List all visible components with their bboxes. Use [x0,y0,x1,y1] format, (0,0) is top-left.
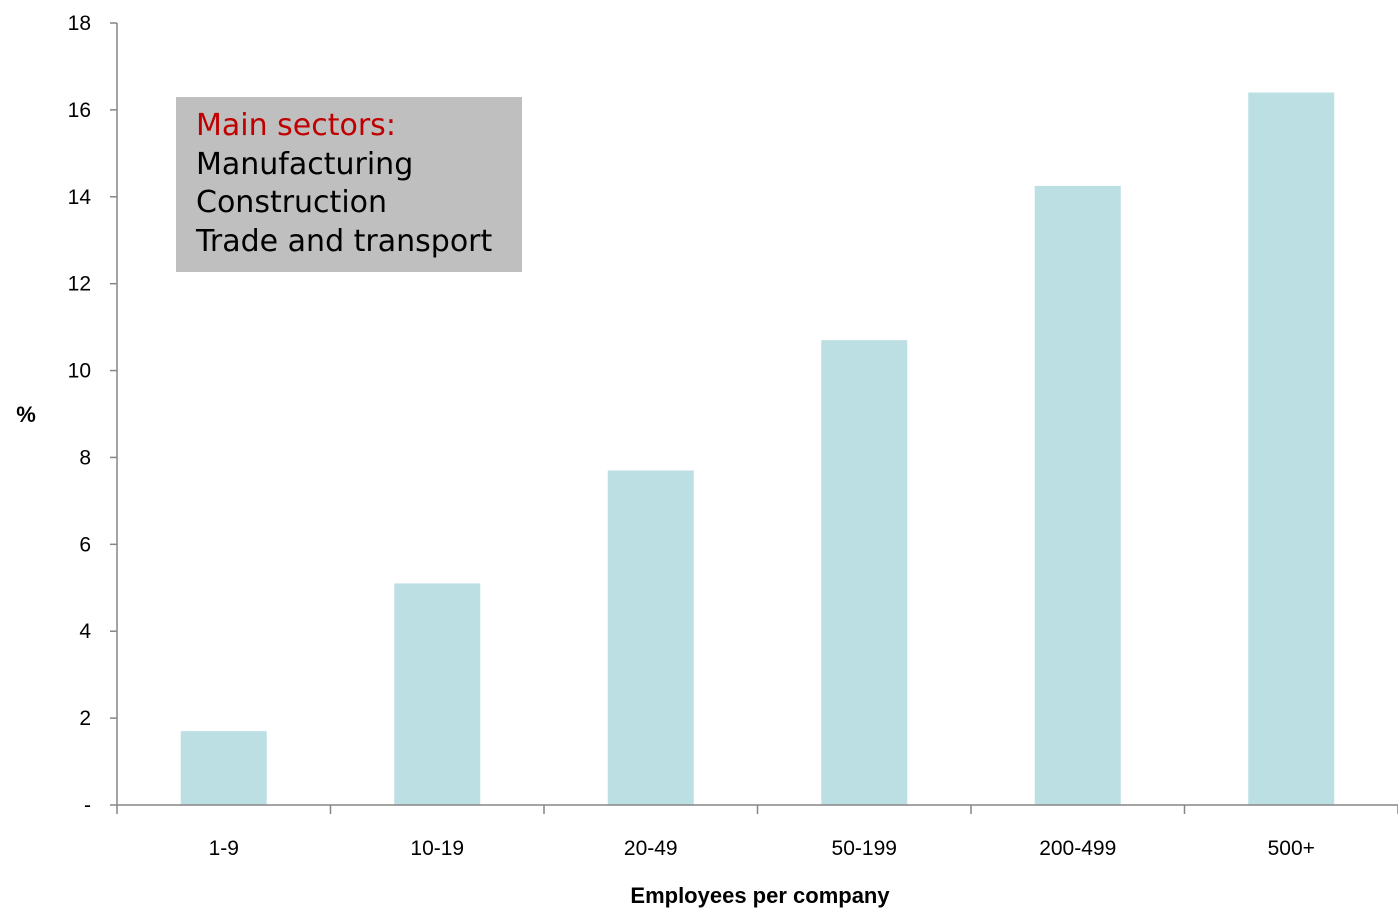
bar-200-499 [1034,185,1121,805]
x-ticks-group: 1-9 10-19 20-49 50-199 200-499 500+ [116,805,1398,860]
annotation-line-construction: Construction [196,185,388,220]
y-tick-label: 16 [68,99,91,122]
bar-10-19 [394,583,481,805]
x-tick-label: 500+ [1268,837,1315,860]
y-axis-title: % [16,402,36,427]
bar-500+ [1248,92,1335,805]
x-tick-label: 1-9 [209,837,239,860]
x-axis-title: Employees per company [630,883,890,908]
x-tick-label: 200-499 [1039,837,1116,860]
x-tick-label: 10-19 [410,837,464,860]
y-tick-label: 8 [79,446,91,469]
y-tick-label: 10 [68,360,91,383]
y-tick-label: 4 [79,620,91,643]
x-tick-label: 50-199 [832,837,897,860]
bar-1-9 [180,731,267,805]
x-tick-label: 20-49 [624,837,678,860]
y-tick-label: 12 [68,273,91,296]
annotation-heading: Main sectors: [196,108,396,143]
y-tick-label: 2 [79,707,91,730]
y-tick-label: 6 [79,533,91,556]
annotation-line-trade-transport: Trade and transport [196,223,493,259]
y-tick-label: - [84,794,91,817]
y-ticks-group: - 2 4 6 8 10 12 14 16 18 [68,12,117,817]
bars-group [180,92,1335,805]
y-tick-label: 14 [68,186,92,209]
sectors-annotation-box: Main sectors: Manufacturing Construction… [176,97,522,272]
annotation-line-manufacturing: Manufacturing [196,146,414,182]
y-tick-label: 18 [68,12,91,35]
bar-20-49 [607,470,694,805]
bar-50-199 [821,340,908,805]
